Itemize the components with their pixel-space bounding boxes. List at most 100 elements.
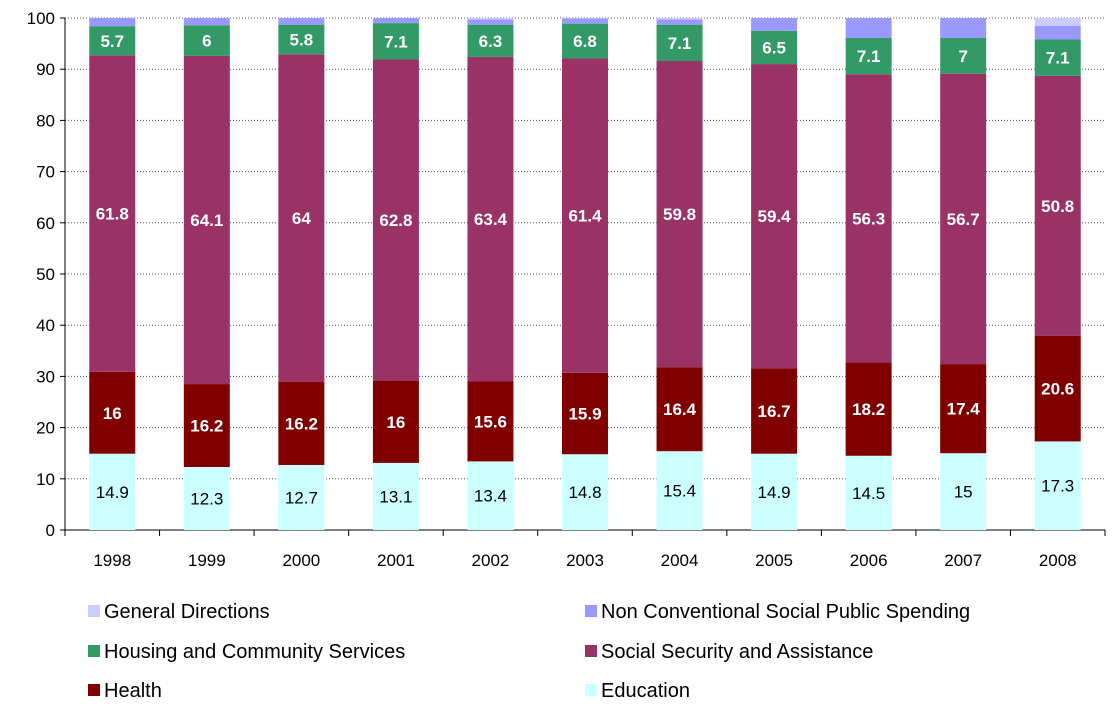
- legend-label: Social Security and Assistance: [601, 641, 873, 663]
- bar-segment: [1034, 39, 1081, 76]
- data-label: 14.9: [758, 483, 791, 502]
- bar-segment: [656, 18, 703, 20]
- bar-segment: [89, 18, 136, 27]
- data-label: 7.1: [857, 47, 881, 66]
- data-label: 17.4: [947, 400, 981, 419]
- bar-segment: [562, 372, 608, 455]
- bar-segment: [751, 64, 798, 369]
- data-label: 7: [958, 47, 967, 66]
- legend-swatch: [585, 684, 597, 696]
- legend-label: Non Conventional Social Public Spending: [601, 601, 970, 623]
- legend-label: Housing and Community Services: [104, 641, 405, 663]
- data-label: 12.7: [285, 488, 318, 507]
- data-label: 63.4: [474, 210, 508, 229]
- data-label: 7.1: [668, 34, 692, 53]
- x-tick-label: 2002: [472, 551, 510, 570]
- data-label: 16.2: [285, 415, 318, 434]
- bar-segment: [845, 455, 892, 530]
- data-label: 15: [954, 483, 973, 502]
- bar-segment: [656, 24, 703, 62]
- bar-segment: [278, 464, 325, 530]
- x-tick-label: 2004: [661, 551, 699, 570]
- bar-segment: [562, 58, 608, 373]
- bar-segment: [940, 364, 987, 454]
- data-label: 16.2: [190, 417, 223, 436]
- bar-segment: [562, 18, 608, 19]
- x-tick-label: 2005: [755, 551, 793, 570]
- y-tick-label: 40: [36, 316, 55, 335]
- bars: [89, 18, 1081, 530]
- y-tick-label: 30: [36, 367, 55, 386]
- bar-segment: [656, 367, 703, 452]
- bar-segment: [562, 454, 608, 530]
- y-tick-label: 100: [27, 9, 55, 28]
- data-label: 6.5: [762, 38, 786, 57]
- data-label: 7.1: [384, 32, 408, 51]
- x-tick-label: 1998: [93, 551, 131, 570]
- bar-segment: [1034, 441, 1081, 530]
- bar-segment: [372, 18, 419, 24]
- bar-segment: [89, 453, 136, 530]
- data-label: 18.2: [852, 400, 885, 419]
- data-label: 59.8: [663, 205, 696, 224]
- bar-segment: [278, 24, 325, 55]
- data-label: 64.1: [190, 211, 223, 230]
- bar-segment: [656, 19, 703, 25]
- bar-segment: [89, 26, 136, 56]
- x-tick-label: 2006: [850, 551, 888, 570]
- bar-segment: [467, 461, 514, 530]
- x-tick-label: 2007: [944, 551, 982, 570]
- bar-segment: [467, 18, 514, 20]
- data-labels: 14.9 16 61.8 5.7 12.3 16.2 64.1 6 12.7 16.2 64 5.8 1…: [96, 31, 1075, 509]
- bar-segment: [183, 25, 230, 56]
- data-label: 14.8: [568, 483, 601, 502]
- data-label: 7.1: [1046, 49, 1070, 68]
- bar-segment: [1034, 75, 1081, 336]
- y-tick-label: 0: [46, 521, 55, 540]
- legend-swatch: [585, 645, 597, 657]
- legend-swatch: [585, 605, 597, 617]
- bar-segment: [278, 54, 325, 383]
- y-tick-label: 60: [36, 214, 55, 233]
- bar-segment: [89, 55, 136, 372]
- data-label: 61.8: [96, 205, 129, 224]
- bar-segment: [845, 18, 892, 38]
- data-label: 16.7: [758, 402, 791, 421]
- bar-segment: [467, 24, 514, 57]
- data-label: 15.4: [663, 482, 696, 501]
- bar-segment: [562, 18, 608, 24]
- data-label: 64: [292, 209, 311, 228]
- legend-label: General Directions: [104, 601, 270, 623]
- data-label: 50.8: [1041, 197, 1074, 216]
- bar-segment: [467, 56, 514, 382]
- bar-segment: [845, 37, 892, 75]
- x-axis: 1998 1999 2000 2001 2002 2003 2004 2005 2006 2007…: [64, 529, 1106, 570]
- bar-segment: [372, 59, 419, 382]
- data-label: 6: [202, 32, 211, 51]
- data-label: 6.3: [479, 32, 503, 51]
- y-tick-label: 20: [36, 419, 55, 438]
- bar-segment: [1034, 18, 1081, 26]
- x-tick-label: 1999: [188, 551, 226, 570]
- bar-segment: [940, 73, 987, 365]
- data-label: 17.3: [1041, 477, 1074, 496]
- data-label: 62.8: [379, 211, 412, 230]
- bar-segment: [278, 382, 325, 465]
- x-tick-label: 2001: [377, 551, 415, 570]
- data-label: 56.3: [852, 209, 885, 228]
- bar-segment: [372, 381, 419, 463]
- bar-segment: [845, 74, 892, 363]
- bar-segment: [183, 467, 230, 530]
- data-label: 12.3: [190, 490, 223, 509]
- data-label: 16: [103, 404, 122, 423]
- bar-segment: [183, 18, 230, 26]
- y-tick-label: 90: [36, 60, 55, 79]
- bar-segment: [940, 18, 987, 38]
- data-label: 13.1: [379, 487, 412, 506]
- bar-segment: [940, 453, 987, 530]
- data-label: 15.9: [568, 405, 601, 424]
- legend-label: Education: [601, 680, 690, 702]
- y-tick-label: 10: [36, 470, 55, 489]
- legend-swatch: [88, 605, 100, 617]
